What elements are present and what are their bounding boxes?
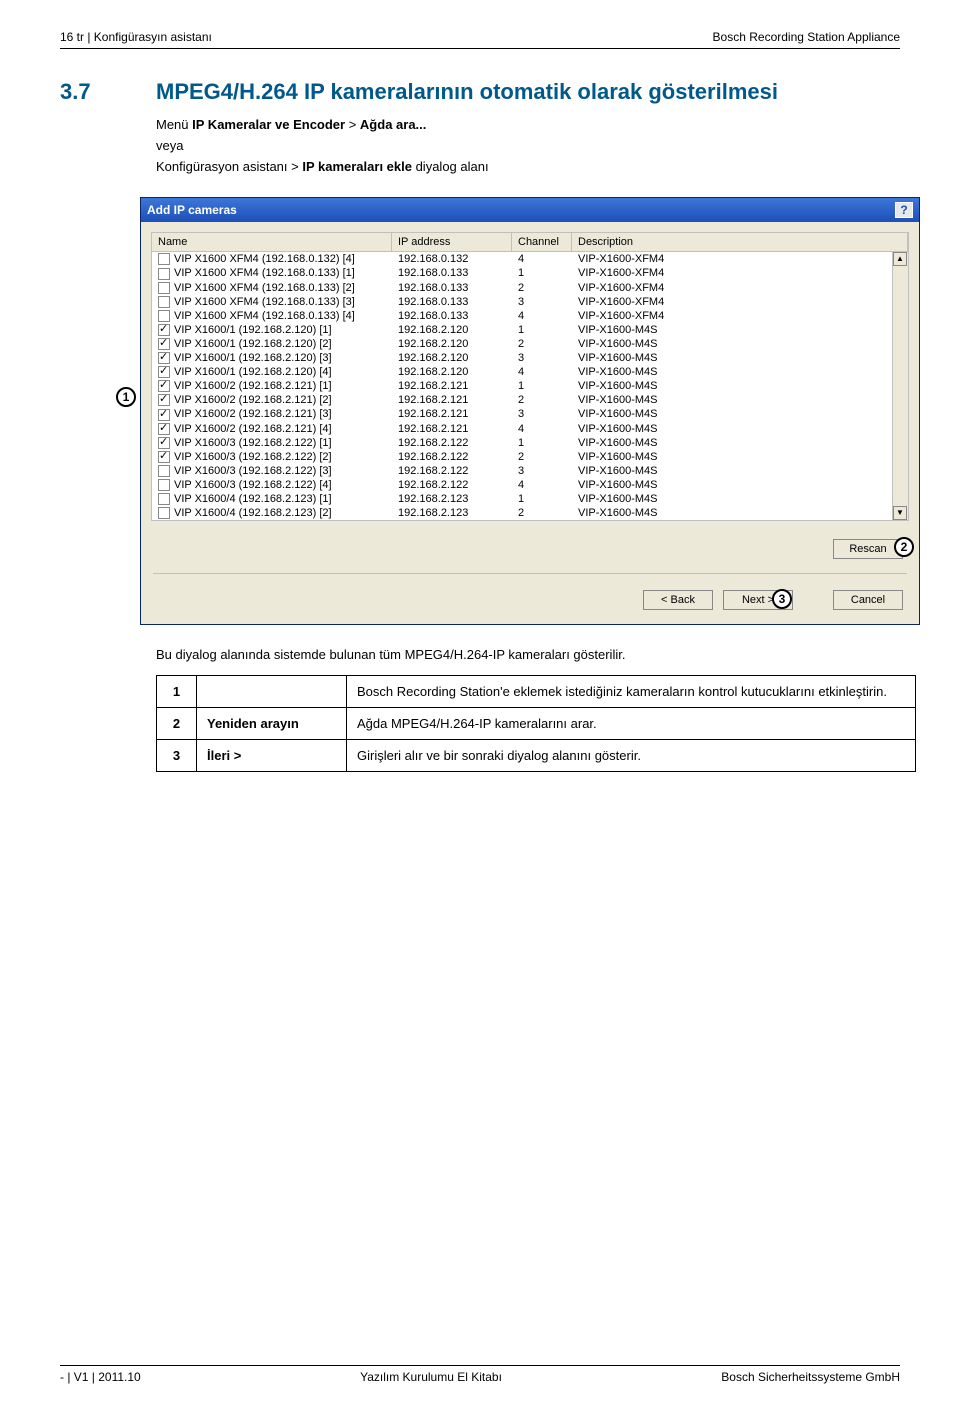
body-l1b: IP Kameralar ve Encoder <box>192 117 345 132</box>
checkbox[interactable] <box>158 493 170 505</box>
table-row[interactable]: VIP X1600/2 (192.168.2.121) [1]192.168.2… <box>152 379 908 393</box>
checkbox[interactable] <box>158 296 170 308</box>
checkbox[interactable] <box>158 465 170 477</box>
section-number: 3.7 <box>60 79 156 105</box>
table-row[interactable]: VIP X1600/3 (192.168.2.122) [4]192.168.2… <box>152 478 908 492</box>
table-row[interactable]: VIP X1600/1 (192.168.2.120) [3]192.168.2… <box>152 351 908 365</box>
callout-1: 1 <box>116 387 136 407</box>
table-row[interactable]: VIP X1600 XFM4 (192.168.0.133) [4]192.16… <box>152 309 908 323</box>
cancel-button[interactable]: Cancel <box>833 590 903 610</box>
table-row[interactable]: VIP X1600 XFM4 (192.168.0.132) [4]192.16… <box>152 252 908 266</box>
scrollbar[interactable]: ▲ ▼ <box>892 252 908 520</box>
checkbox[interactable] <box>158 366 170 378</box>
checkbox[interactable] <box>158 253 170 265</box>
body-text: Menü IP Kameralar ve Encoder > Ağda ara.… <box>156 115 900 177</box>
back-button[interactable]: < Back <box>643 590 713 610</box>
row2-label: Yeniden arayın <box>197 707 347 739</box>
footer-mid: Yazılım Kurulumu El Kitabı <box>360 1370 502 1384</box>
table-row[interactable]: VIP X1600/2 (192.168.2.121) [3]192.168.2… <box>152 407 908 421</box>
header-left: 16 tr | Konfigürasyın asistanı <box>60 30 212 44</box>
table-row[interactable]: VIP X1600/1 (192.168.2.120) [2]192.168.2… <box>152 337 908 351</box>
table-row[interactable]: VIP X1600/2 (192.168.2.121) [2]192.168.2… <box>152 393 908 407</box>
body-l1d: Ağda ara... <box>360 117 426 132</box>
row1-text: Bosch Recording Station'e eklemek istedi… <box>347 675 916 707</box>
body-l3a: Konfigürasyon asistanı > <box>156 159 302 174</box>
table-row: 3 İleri > Girişleri alır ve bir sonraki … <box>157 739 916 771</box>
checkbox[interactable] <box>158 338 170 350</box>
checkbox[interactable] <box>158 451 170 463</box>
table-row[interactable]: VIP X1600/3 (192.168.2.122) [3]192.168.2… <box>152 464 908 478</box>
body-l1c: > <box>345 117 360 132</box>
row2-text: Ağda MPEG4/H.264-IP kameralarını arar. <box>347 707 916 739</box>
table-row[interactable]: VIP X1600/4 (192.168.2.123) [2]192.168.2… <box>152 506 908 520</box>
section-title: MPEG4/H.264 IP kameralarının otomatik ol… <box>156 79 778 105</box>
checkbox[interactable] <box>158 324 170 336</box>
body-l3b: IP kameraları ekle <box>302 159 412 174</box>
column-headers: Name IP address Channel Description <box>152 233 908 252</box>
table-row[interactable]: VIP X1600 XFM4 (192.168.0.133) [3]192.16… <box>152 295 908 309</box>
row2-num: 2 <box>157 707 197 739</box>
checkbox[interactable] <box>158 507 170 519</box>
table-row[interactable]: VIP X1600 XFM4 (192.168.0.133) [1]192.16… <box>152 266 908 280</box>
dialog-titlebar: Add IP cameras ? <box>141 198 919 222</box>
checkbox[interactable] <box>158 268 170 280</box>
body-l3c: diyalog alanı <box>412 159 489 174</box>
table-row[interactable]: VIP X1600/3 (192.168.2.122) [2]192.168.2… <box>152 450 908 464</box>
col-channel[interactable]: Channel <box>512 233 572 251</box>
row3-num: 3 <box>157 739 197 771</box>
footer-right: Bosch Sicherheitssysteme GmbH <box>721 1370 900 1384</box>
checkbox[interactable] <box>158 423 170 435</box>
table-row[interactable]: VIP X1600/4 (192.168.2.123) [1]192.168.2… <box>152 492 908 506</box>
checkbox[interactable] <box>158 380 170 392</box>
table-row[interactable]: VIP X1600/1 (192.168.2.120) [4]192.168.2… <box>152 365 908 379</box>
body-l1a: Menü <box>156 117 192 132</box>
checkbox[interactable] <box>158 479 170 491</box>
dialog-screenshot: Add IP cameras ? Name IP address Channel… <box>60 197 900 625</box>
scroll-up-icon[interactable]: ▲ <box>893 252 907 266</box>
row3-label: İleri > <box>197 739 347 771</box>
checkbox[interactable] <box>158 394 170 406</box>
footer-left: - | V1 | 2011.10 <box>60 1370 141 1384</box>
row1-label <box>197 675 347 707</box>
checkbox[interactable] <box>158 282 170 294</box>
table-row[interactable]: VIP X1600/2 (192.168.2.121) [4]192.168.2… <box>152 422 908 436</box>
table-row[interactable]: VIP X1600 XFM4 (192.168.0.133) [2]192.16… <box>152 281 908 295</box>
header-right: Bosch Recording Station Appliance <box>713 30 900 44</box>
table-row: 2 Yeniden arayın Ağda MPEG4/H.264-IP kam… <box>157 707 916 739</box>
col-description[interactable]: Description <box>572 233 908 251</box>
checkbox[interactable] <box>158 437 170 449</box>
rescan-button[interactable]: Rescan <box>833 539 903 559</box>
checkbox[interactable] <box>158 409 170 421</box>
scroll-down-icon[interactable]: ▼ <box>893 506 907 520</box>
table-row: 1 Bosch Recording Station'e eklemek iste… <box>157 675 916 707</box>
info-table: 1 Bosch Recording Station'e eklemek iste… <box>156 675 916 772</box>
table-row[interactable]: VIP X1600/3 (192.168.2.122) [1]192.168.2… <box>152 436 908 450</box>
row3-text: Girişleri alır ve bir sonraki diyalog al… <box>347 739 916 771</box>
row1-num: 1 <box>157 675 197 707</box>
camera-list: VIP X1600 XFM4 (192.168.0.132) [4]192.16… <box>152 252 908 520</box>
description-text: Bu diyalog alanında sistemde bulunan tüm… <box>156 645 900 665</box>
help-icon[interactable]: ? <box>895 202 913 218</box>
col-ip[interactable]: IP address <box>392 233 512 251</box>
checkbox[interactable] <box>158 310 170 322</box>
dialog-title: Add IP cameras <box>147 203 237 217</box>
body-l2: veya <box>156 138 183 153</box>
col-name[interactable]: Name <box>152 233 392 251</box>
table-row[interactable]: VIP X1600/1 (192.168.2.120) [1]192.168.2… <box>152 323 908 337</box>
checkbox[interactable] <box>158 352 170 364</box>
